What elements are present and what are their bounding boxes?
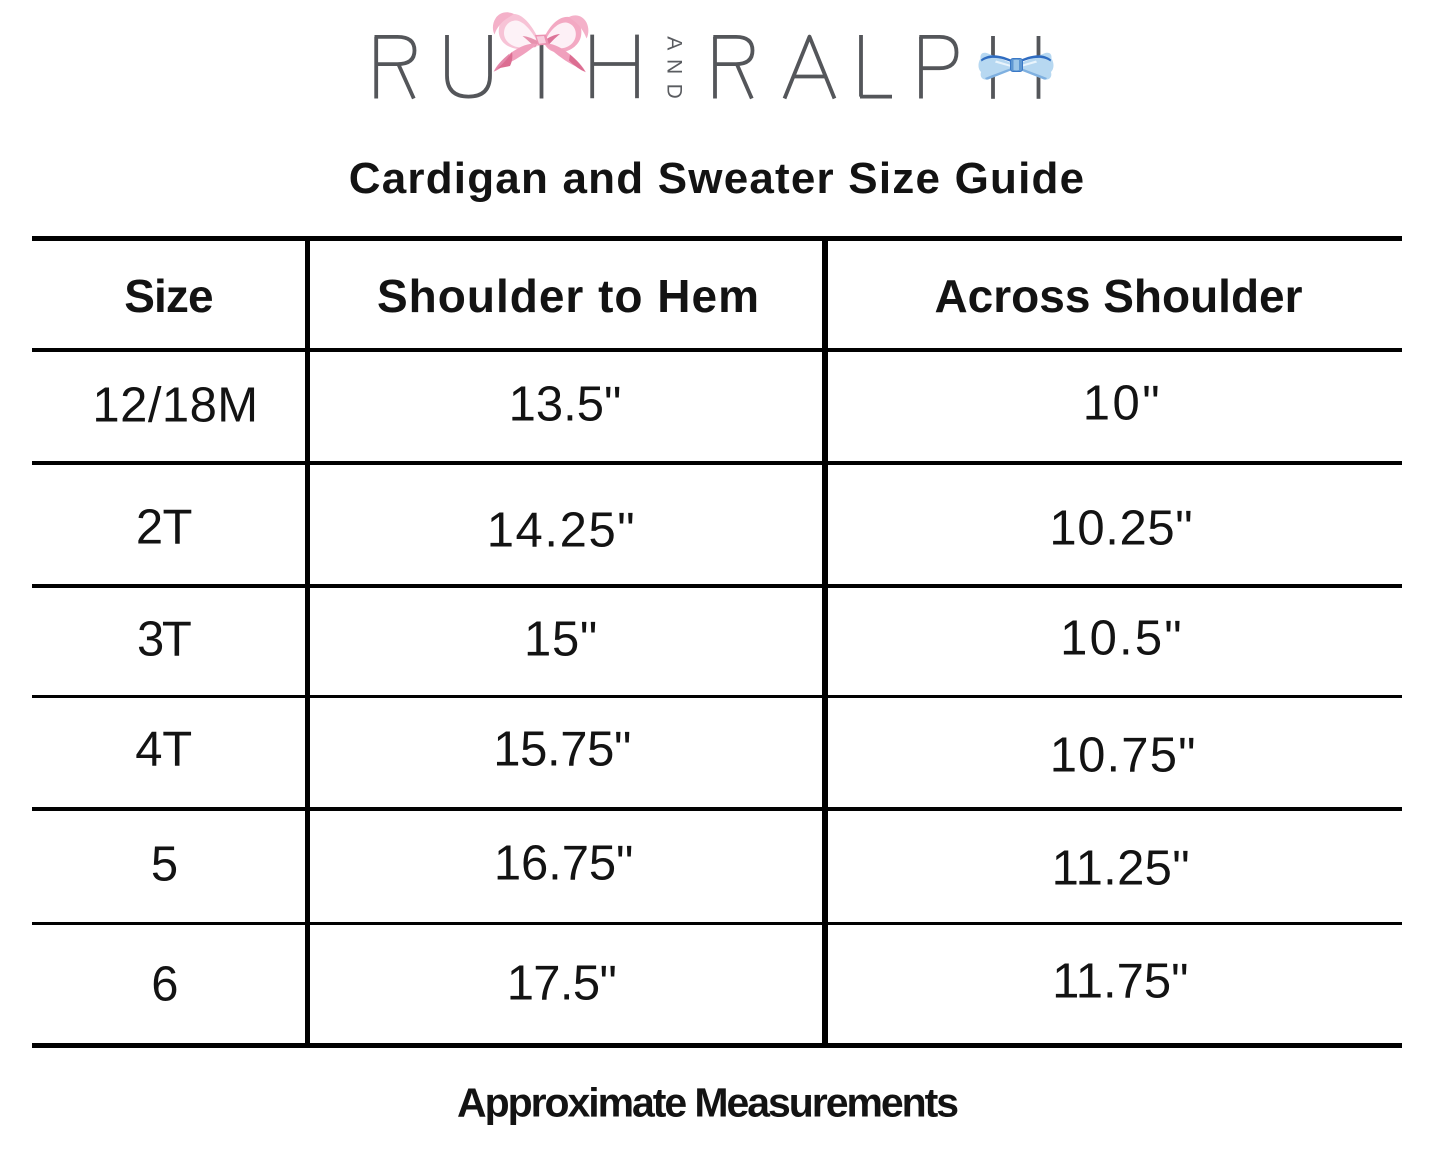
svg-text:N: N bbox=[663, 59, 686, 74]
svg-text:D: D bbox=[663, 84, 686, 99]
svg-text:A: A bbox=[663, 36, 686, 50]
